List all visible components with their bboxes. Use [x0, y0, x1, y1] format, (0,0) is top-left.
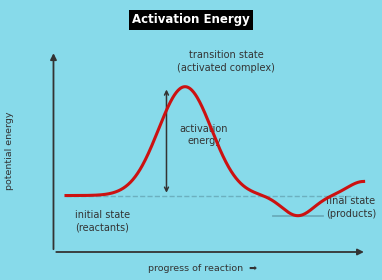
Text: transition state
(activated complex): transition state (activated complex) — [177, 50, 275, 73]
Text: progress of reaction  ➡: progress of reaction ➡ — [148, 264, 257, 273]
Text: initial state
(reactants): initial state (reactants) — [75, 210, 131, 232]
Text: final state
(products): final state (products) — [326, 197, 376, 219]
Text: potential energy: potential energy — [5, 112, 14, 190]
Text: activation
energy: activation energy — [180, 124, 228, 146]
Text: Activation Energy: Activation Energy — [132, 13, 250, 26]
